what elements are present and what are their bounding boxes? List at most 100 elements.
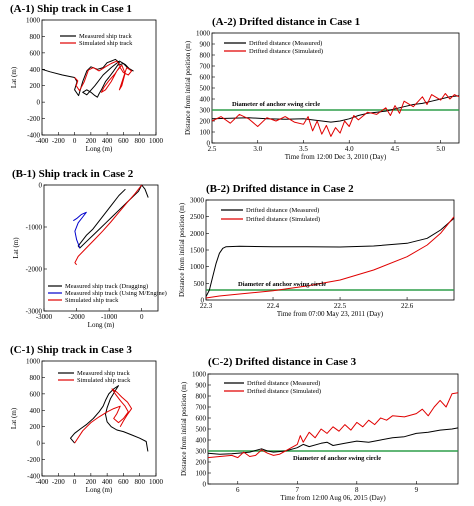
y-tick-label: 1000 bbox=[196, 30, 211, 38]
y-tick-label: 200 bbox=[200, 118, 211, 126]
y-tick-label: 600 bbox=[30, 49, 41, 57]
panel-title-C2: (C-2) Drifted distance in Case 3 bbox=[208, 356, 357, 368]
x-tick-label: 4.5 bbox=[391, 145, 400, 153]
y-tick-label: 1000 bbox=[26, 17, 41, 25]
y-tick-label: 800 bbox=[30, 33, 41, 41]
y-tick-label: 600 bbox=[196, 415, 207, 423]
y-tick-label: 2500 bbox=[190, 213, 205, 221]
legend-label-B1-0: Measured ship track (Dragging) bbox=[65, 283, 148, 290]
x-tick-label: 400 bbox=[102, 137, 113, 145]
x-tick-label: 3.0 bbox=[253, 145, 262, 153]
y-axis-label-C2: Distance from initial position (m) bbox=[180, 381, 188, 476]
legend-label-C2-1: Drifted distance (Simulated) bbox=[247, 388, 321, 395]
x-tick-label: 200 bbox=[86, 137, 97, 145]
y-tick-label: 900 bbox=[196, 382, 207, 390]
x-tick-label: 0 bbox=[73, 478, 77, 486]
x-tick-label: 22.3 bbox=[200, 302, 213, 310]
y-tick-label: 700 bbox=[200, 63, 211, 71]
y-axis-label-C1: Lat (m) bbox=[10, 407, 18, 429]
panel-title-C1: (C-1) Ship track in Case 3 bbox=[10, 344, 132, 356]
legend-label-B2-1: Drifted distance (Simulated) bbox=[246, 216, 320, 223]
y-tick-label: 0 bbox=[203, 481, 207, 489]
y-tick-label: 0 bbox=[201, 297, 205, 305]
y-tick-label: 1500 bbox=[190, 247, 205, 255]
series-line-B1-0 bbox=[77, 184, 149, 249]
y-tick-label: 0 bbox=[207, 140, 211, 148]
y-tick-label: 800 bbox=[30, 374, 41, 382]
legend-label-A2-1: Drifted distance (Simulated) bbox=[249, 48, 323, 55]
y-tick-label: 400 bbox=[30, 66, 41, 74]
series-line-A2-0 bbox=[211, 95, 460, 123]
y-tick-label: 500 bbox=[194, 280, 205, 288]
y-tick-label: 0 bbox=[37, 440, 41, 448]
x-tick-label: -400 bbox=[36, 137, 49, 145]
y-tick-label: 100 bbox=[196, 470, 207, 478]
legend-label-C2-0: Drifted distance (Measured) bbox=[247, 380, 320, 387]
swing-circle-annotation-C2: Diameter of anchor swing circle bbox=[293, 455, 381, 462]
y-tick-label: 200 bbox=[196, 459, 207, 467]
series-line-B1-1 bbox=[73, 211, 87, 249]
x-tick-label: 7 bbox=[296, 486, 300, 494]
legend-label-B1-1: Measured ship track (Using M/Engine) bbox=[65, 290, 167, 297]
legend-label-A1-0: Measured ship track bbox=[79, 33, 132, 40]
y-tick-label: -400 bbox=[27, 473, 40, 481]
y-tick-label: 400 bbox=[200, 96, 211, 104]
panel-title-A1: (A-1) Ship track in Case 1 bbox=[10, 3, 132, 15]
y-tick-label: -3000 bbox=[26, 308, 43, 316]
y-axis-label-A1: Lat (m) bbox=[10, 66, 18, 88]
x-axis-label-B2: Time from 07:00 May 23, 2011 (Day) bbox=[277, 310, 384, 318]
y-tick-label: 800 bbox=[196, 393, 207, 401]
y-tick-label: 1000 bbox=[192, 371, 207, 379]
y-tick-label: -2000 bbox=[26, 266, 43, 274]
x-tick-label: -200 bbox=[52, 137, 65, 145]
y-tick-label: 1000 bbox=[190, 263, 205, 271]
x-tick-label: 600 bbox=[118, 478, 129, 486]
x-tick-label: -400 bbox=[36, 478, 49, 486]
y-tick-label: 3000 bbox=[190, 197, 205, 205]
legend-label-A1-1: Simulated ship track bbox=[79, 40, 133, 47]
y-tick-label: -1000 bbox=[26, 224, 43, 232]
x-tick-label: 1000 bbox=[149, 478, 164, 486]
y-tick-label: 0 bbox=[37, 99, 41, 107]
y-tick-label: 200 bbox=[30, 82, 41, 90]
y-tick-label: 2000 bbox=[190, 230, 205, 238]
x-tick-label: 2.5 bbox=[208, 145, 217, 153]
legend-label-C1-1: Simulated ship track bbox=[77, 377, 131, 384]
series-line-A1-0 bbox=[41, 58, 134, 98]
x-axis-label-A2: Time from 12:00 Dec 3, 2010 (Day) bbox=[285, 153, 387, 161]
x-tick-label: -3000 bbox=[36, 313, 53, 321]
x-tick-label: 0 bbox=[140, 313, 144, 321]
y-axis-label-B1: Lat (m) bbox=[12, 237, 20, 259]
y-tick-label: 400 bbox=[30, 407, 41, 415]
x-tick-label: 22.4 bbox=[267, 302, 280, 310]
y-tick-label: 0 bbox=[39, 182, 43, 190]
y-tick-label: 600 bbox=[30, 390, 41, 398]
legend-label-B2-0: Drifted distance (Measured) bbox=[246, 207, 319, 214]
x-tick-label: 0 bbox=[73, 137, 77, 145]
swing-circle-annotation-A2: Diameter of anchor swing circle bbox=[232, 101, 320, 108]
y-axis-label-A2: Distance from initial position (m) bbox=[184, 40, 192, 135]
plot-frame-A1 bbox=[41, 19, 157, 136]
y-tick-label: 300 bbox=[200, 107, 211, 115]
y-tick-label: 600 bbox=[200, 74, 211, 82]
y-tick-label: 1000 bbox=[26, 358, 41, 366]
x-tick-label: 400 bbox=[102, 478, 113, 486]
swing-circle-annotation-B2: Diameter of anchor swing circle bbox=[238, 281, 326, 288]
x-tick-label: 600 bbox=[118, 137, 129, 145]
x-tick-label: 4.0 bbox=[345, 145, 354, 153]
x-axis-label-C2: Time from 12:00 Aug 06, 2015 (Day) bbox=[280, 494, 386, 502]
series-line-C2-0 bbox=[207, 427, 459, 455]
y-tick-label: 500 bbox=[196, 426, 207, 434]
x-tick-label: 800 bbox=[134, 478, 145, 486]
series-line-B2-1 bbox=[205, 216, 455, 299]
x-tick-label: 22.5 bbox=[334, 302, 347, 310]
y-tick-label: 500 bbox=[200, 85, 211, 93]
series-line-C2-1 bbox=[207, 392, 459, 459]
series-line-B1-2 bbox=[74, 184, 143, 266]
y-tick-label: 300 bbox=[196, 448, 207, 456]
panel-title-A2: (A-2) Drifted distance in Case 1 bbox=[212, 16, 360, 28]
series-line-A1-1 bbox=[74, 60, 133, 93]
panel-title-B1: (B-1) Ship track in Case 2 bbox=[12, 168, 134, 180]
plot-frame-C2 bbox=[207, 373, 459, 485]
